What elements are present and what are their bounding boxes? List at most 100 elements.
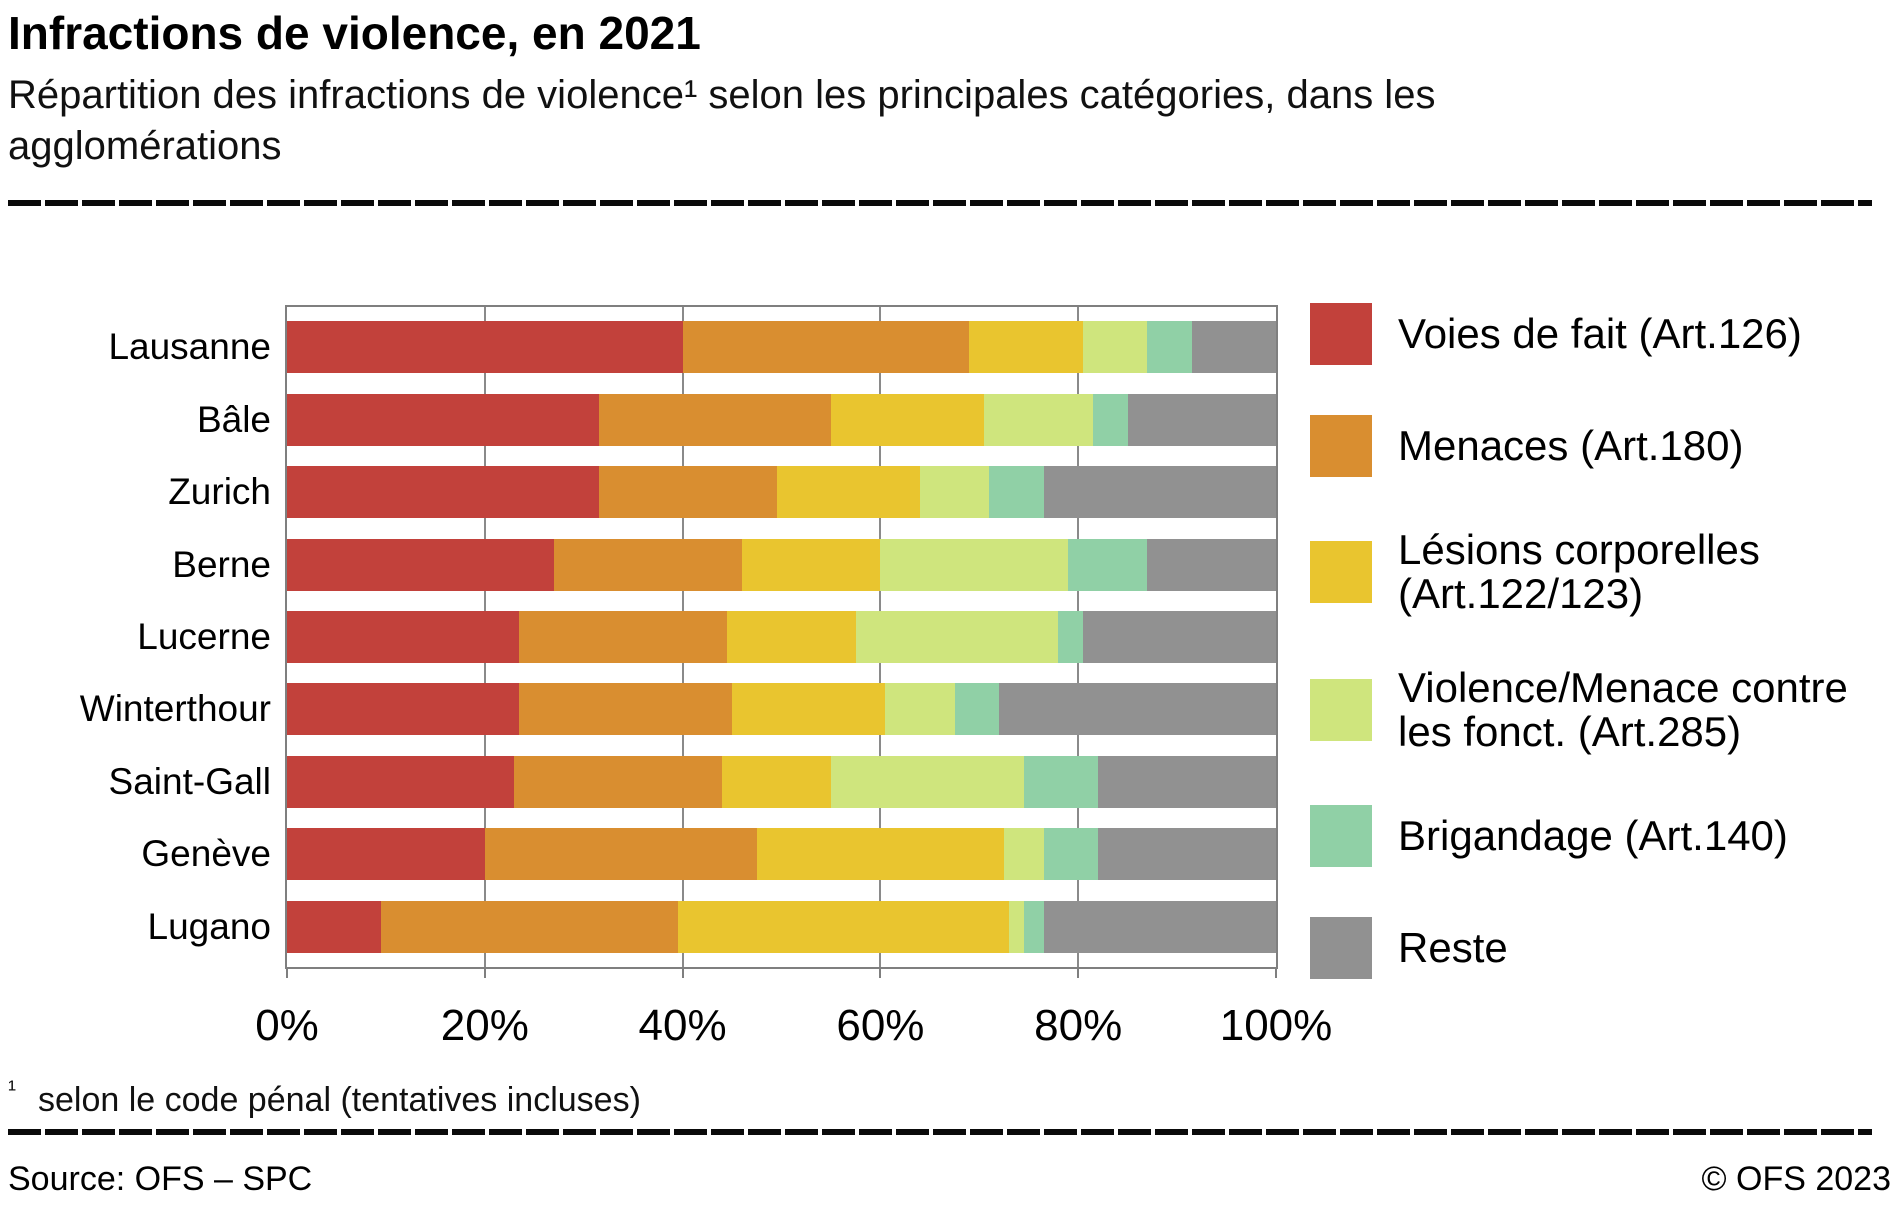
bar-segment bbox=[1093, 393, 1128, 446]
bar-segment bbox=[1043, 466, 1276, 519]
stacked-bar bbox=[287, 755, 1276, 808]
bar-segment bbox=[287, 393, 599, 446]
bar-segment bbox=[519, 683, 733, 736]
bar-segment bbox=[1023, 755, 1098, 808]
header-rule bbox=[8, 200, 1872, 206]
bar-segment bbox=[984, 393, 1093, 446]
bar-row: Zurich bbox=[168, 466, 1276, 519]
tick-mark bbox=[286, 967, 288, 978]
bar-segment bbox=[380, 900, 678, 953]
bar-segment bbox=[1058, 610, 1084, 663]
legend: Voies de fait (Art.126) Menaces (Art.180)… bbox=[1310, 303, 1858, 979]
bar-segment bbox=[1004, 828, 1044, 881]
bar-segment bbox=[1008, 900, 1024, 953]
category-label: Zurich bbox=[168, 471, 271, 513]
category-label: Bâle bbox=[196, 398, 271, 440]
bar-segment bbox=[1083, 610, 1276, 663]
bar-segment bbox=[514, 755, 723, 808]
bar-segment bbox=[287, 538, 555, 591]
bar-segment bbox=[954, 683, 1000, 736]
bar-segment bbox=[1191, 321, 1276, 374]
legend-label: Brigandage (Art.140) bbox=[1398, 811, 1788, 859]
legend-swatch bbox=[1310, 303, 1372, 365]
legend-item: Menaces (Art.180) bbox=[1310, 415, 1858, 478]
bar-segment bbox=[682, 321, 970, 374]
bar-segment bbox=[1147, 538, 1276, 591]
stacked-bar bbox=[287, 828, 1276, 881]
x-tick-label: 0% bbox=[255, 1001, 319, 1050]
legend-label: Lésions corporelles (Art.122/123) bbox=[1398, 525, 1760, 617]
bar-segment bbox=[1043, 900, 1276, 953]
bar-segment bbox=[1083, 321, 1148, 374]
bar-segment bbox=[1068, 538, 1148, 591]
bar-row: Lucerne bbox=[137, 610, 1276, 663]
bar-segment bbox=[741, 538, 881, 591]
stacked-bar bbox=[287, 900, 1276, 953]
legend-item: Reste bbox=[1310, 916, 1858, 979]
plot-area: Lausanne Bâle Zurich Berne Lucerne Winterthou… bbox=[80, 305, 1332, 1050]
bar-row: Lausanne bbox=[108, 321, 1276, 374]
bar-rows: Lausanne Bâle Zurich Berne Lucerne Winterthou… bbox=[80, 307, 1276, 967]
legend-item: Brigandage (Art.140) bbox=[1310, 804, 1858, 867]
x-tick-label: 100% bbox=[1219, 1001, 1333, 1050]
bar-segment bbox=[1147, 321, 1192, 374]
bar-segment bbox=[756, 828, 1005, 881]
bar-segment bbox=[727, 610, 856, 663]
bar-segment bbox=[519, 610, 728, 663]
bar-segment bbox=[287, 900, 381, 953]
stacked-bar bbox=[287, 538, 1276, 591]
bar-segment bbox=[287, 610, 520, 663]
legend-swatch bbox=[1310, 804, 1372, 867]
bar-row: Winterthour bbox=[80, 683, 1276, 736]
legend-label: Voies de fait (Art.126) bbox=[1398, 309, 1802, 357]
bar-segment bbox=[830, 755, 1024, 808]
tick-mark bbox=[681, 967, 684, 978]
category-label: Lucerne bbox=[137, 615, 271, 657]
legend-swatch bbox=[1310, 916, 1372, 979]
footnote-text: selon le code pénal (tentatives incluses… bbox=[38, 1081, 641, 1119]
bar-segment bbox=[885, 683, 955, 736]
legend-label: Violence/Menace contre les fonct. (Art.2… bbox=[1398, 664, 1848, 756]
bar-segment bbox=[1127, 393, 1276, 446]
bar-segment bbox=[598, 393, 831, 446]
category-label: Lausanne bbox=[108, 326, 271, 368]
bar-segment bbox=[287, 466, 599, 519]
bar-segment bbox=[969, 321, 1084, 374]
x-tick-label: 60% bbox=[836, 1001, 925, 1050]
legend-swatch bbox=[1310, 415, 1372, 478]
bar-row: Saint-Gall bbox=[109, 755, 1276, 808]
bar-segment bbox=[554, 538, 742, 591]
stacked-bar bbox=[287, 321, 1276, 374]
bar-segment bbox=[999, 683, 1276, 736]
x-tick-label: 40% bbox=[638, 1001, 727, 1050]
category-label: Lugano bbox=[147, 905, 271, 947]
bar-segment bbox=[287, 321, 683, 374]
footnote-marker: ¹ bbox=[8, 1076, 16, 1103]
legend-label: Menaces (Art.180) bbox=[1398, 422, 1744, 470]
legend-swatch bbox=[1310, 540, 1372, 603]
bar-segment bbox=[287, 828, 485, 881]
footer-rule bbox=[8, 1129, 1872, 1135]
legend-item: Voies de fait (Art.126) bbox=[1310, 303, 1858, 365]
stacked-bar bbox=[287, 393, 1276, 446]
bar-segment bbox=[732, 683, 886, 736]
stacked-bar bbox=[287, 610, 1276, 663]
page-subtitle: Répartition des infractions de violence¹… bbox=[8, 73, 1436, 168]
bar-segment bbox=[287, 683, 520, 736]
tick-mark bbox=[1275, 967, 1277, 978]
bar-segment bbox=[830, 393, 985, 446]
bar-segment bbox=[880, 538, 1069, 591]
legend-label: Reste bbox=[1398, 923, 1508, 971]
source-text: Source: OFS – SPC bbox=[8, 1160, 313, 1198]
category-label: Winterthour bbox=[79, 688, 271, 730]
bar-row: Genève bbox=[141, 828, 1276, 881]
bar-segment bbox=[722, 755, 831, 808]
bar-segment bbox=[677, 900, 1009, 953]
tick-mark bbox=[483, 967, 486, 978]
bar-segment bbox=[1097, 828, 1276, 881]
bar-row: Lugano bbox=[148, 900, 1276, 953]
bar-segment bbox=[598, 466, 777, 519]
tick-mark bbox=[879, 967, 882, 978]
bar-segment bbox=[1023, 900, 1044, 953]
